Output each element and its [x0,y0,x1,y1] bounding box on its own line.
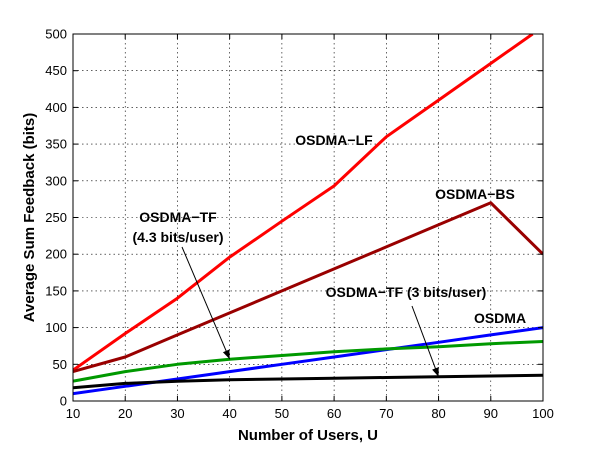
annotation-osdma-tf-3-arrow [411,305,440,377]
grid [73,34,543,401]
annotation-osdma-tf-4-3-line-1: OSDMA−TF [139,209,217,225]
x-tick-label: 90 [484,406,498,421]
y-tick-label: 450 [45,63,67,78]
series-lines [73,34,543,396]
x-tick-label: 20 [118,406,132,421]
x-tick-label: 10 [66,406,80,421]
y-tick-label: 350 [45,137,67,152]
annotation-osdma-tf-4-3-arrowhead [222,349,230,360]
annotation-osdma-bs: OSDMA−BS [435,186,515,202]
x-tick-label: 80 [431,406,445,421]
x-tick-label: 60 [327,406,341,421]
annotation-osdma-tf-4-3-arrow [181,246,231,360]
y-tick-label: 150 [45,283,67,298]
series-line-osdma-tf-4-3-bits-user [73,340,543,383]
annotation-osdma: OSDMA [474,310,526,326]
x-tick-label: 100 [532,406,554,421]
x-tick-label: 70 [379,406,393,421]
y-tick-label: 250 [45,210,67,225]
annotation-osdma-tf-3-arrowhead [432,367,439,377]
y-axis-title: Average Sum Feedback (bits) [21,113,38,323]
tick-labels: 10 20 30 40 50 60 70 80 90 100 0 50 100 150 200 250 300 3… [45,27,554,422]
y-tick-label: 50 [53,357,67,372]
x-tick-label: 30 [170,406,184,421]
series-line-osdma-bs [73,201,543,374]
y-tick-label: 200 [45,247,67,262]
y-tick-label: 300 [45,173,67,188]
y-tick-label: 0 [60,394,67,409]
series-line-osdma-lf [73,34,534,372]
axis-ticks [72,33,544,402]
y-tick-label: 100 [45,320,67,335]
annotation-osdma-tf-4-3-line-2: (4.3 bits/user) [132,229,223,245]
x-tick-label: 50 [275,406,289,421]
annotation-osdma-tf-3: OSDMA−TF (3 bits/user) [326,284,487,300]
x-axis-title: Number of Users, U [238,427,378,444]
y-tick-label: 400 [45,100,67,115]
y-tick-label: 500 [45,27,67,42]
annotations: OSDMA−LF OSDMA−BS OSDMA OSDMA−TF (4.3 bits/u… [132,132,526,377]
series-line-osdma-tf-3-bits-user [73,373,543,390]
x-tick-label: 40 [222,406,236,421]
annotation-osdma-lf: OSDMA−LF [295,132,373,148]
